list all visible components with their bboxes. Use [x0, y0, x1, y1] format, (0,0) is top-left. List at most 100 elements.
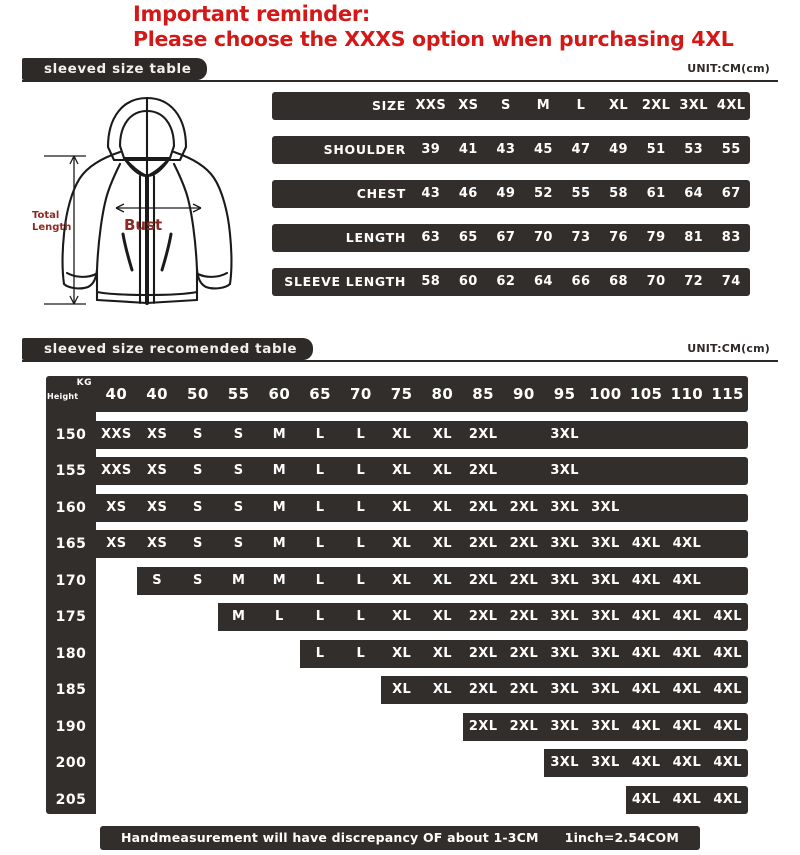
- recommend-size-cell: 3XL: [550, 755, 579, 770]
- size-cell: 72: [684, 274, 704, 289]
- recommend-size-cell: S: [152, 572, 162, 588]
- recommend-size-cell: 4XL: [672, 682, 702, 697]
- recommend-size-cell: L: [356, 609, 366, 624]
- recommend-size-cell: M: [231, 572, 246, 588]
- recommend-size-cell: 2XL: [468, 499, 498, 515]
- size-cell: 67: [496, 230, 516, 245]
- reminder-line-2: Please choose the XXXS option when purch…: [133, 27, 734, 51]
- recommend-size-cell: XS: [147, 536, 168, 551]
- recommend-table-row: S S M M L L XL XL 2XL 2XL 3XL 3XL 4XL 4XL: [136, 566, 748, 595]
- recommend-size-cell: 3XL: [550, 426, 579, 442]
- recommend-table-row: M L L L XL XL 2XL 2XL 3XL 3XL 4XL 4XL 4XL: [218, 603, 748, 631]
- size-cell: 65: [458, 230, 478, 245]
- size-table-row: LENGTH 63 65 67 70 73 76 79 81 83: [272, 224, 750, 252]
- section2-tab-label: sleeved size recomended table: [22, 338, 314, 360]
- section-header-size-table: sleeved size table UNIT:CM(cm): [22, 58, 778, 82]
- row-label: SIZE: [371, 98, 406, 113]
- recommend-size-cell: S: [192, 426, 203, 442]
- size-cell: S: [501, 98, 511, 113]
- recommend-size-cell: XL: [392, 463, 412, 478]
- recommend-size-cell: 3XL: [591, 718, 620, 734]
- weight-header-cell: 105: [629, 385, 663, 403]
- size-cell: 68: [609, 274, 628, 289]
- recommend-size-cell: L: [315, 463, 325, 478]
- height-column: KG Height 150 155 160 165 170 175 180 185 190 200…: [46, 376, 96, 814]
- recommend-size-cell: XL: [432, 609, 452, 624]
- size-cell: 70: [646, 274, 666, 289]
- recommend-size-cell: S: [233, 536, 244, 551]
- recommend-size-cell: M: [272, 536, 287, 551]
- height-label: 175: [55, 609, 87, 625]
- recommend-size-cell: M: [272, 572, 287, 588]
- recommend-size-cell: 4XL: [672, 645, 702, 661]
- section2-rule: [22, 360, 778, 362]
- recommend-size-cell: 4XL: [672, 755, 702, 770]
- height-label: 165: [55, 536, 87, 552]
- recommend-size-cell: S: [192, 463, 203, 478]
- recommend-size-cell: M: [272, 499, 287, 515]
- size-cell: 49: [609, 142, 628, 157]
- recommend-size-cell: M: [272, 426, 287, 442]
- recommend-table-row: 2XL 2XL 3XL 3XL 4XL 4XL 4XL: [462, 712, 748, 741]
- weight-header-cell: 40: [146, 385, 168, 403]
- weight-axis-label: KG: [76, 378, 92, 388]
- weight-header-cell: 70: [350, 385, 372, 403]
- size-cell: 51: [646, 142, 666, 157]
- size-cell: 58: [609, 186, 628, 201]
- recommend-size-cell: 3XL: [550, 645, 579, 661]
- recommend-size-cell: XL: [432, 499, 452, 515]
- recommend-size-cell: 3XL: [550, 463, 579, 478]
- recommend-table-row: 3XL 3XL 4XL 4XL 4XL: [544, 749, 748, 777]
- recommend-table-row: XL XL 2XL 2XL 3XL 3XL 4XL 4XL 4XL: [381, 676, 748, 704]
- recommend-size-cell: L: [315, 426, 325, 442]
- recommend-size-cell: 3XL: [550, 609, 579, 624]
- recommend-size-cell: XS: [147, 499, 168, 515]
- size-cell: 2XL: [641, 98, 671, 113]
- height-label: 155: [55, 463, 87, 479]
- weight-header-cell: 40: [105, 385, 128, 403]
- weight-header-row: 40 40 50 55 60 65 70 75 80 85 90 95 100 105 110 115: [96, 376, 748, 412]
- recommend-size-cell: 3XL: [591, 755, 620, 770]
- size-cell: 81: [684, 230, 704, 245]
- recommend-size-cell: XL: [392, 645, 412, 661]
- recommend-size-cell: L: [315, 609, 325, 624]
- total-length-label: Total: [32, 210, 59, 221]
- recommend-size-cell: M: [231, 609, 246, 624]
- recommend-size-cell: 4XL: [672, 791, 702, 807]
- section-header-recommended-table: sleeved size recomended table UNIT:CM(cm…: [22, 338, 778, 362]
- recommend-size-cell: 4XL: [631, 536, 661, 551]
- size-cell: 61: [646, 186, 666, 201]
- size-cell: L: [576, 98, 586, 113]
- size-cell: 45: [533, 142, 553, 157]
- hooded-zip-jacket-diagram: Total Length Bust: [28, 84, 268, 324]
- weight-header-cell: 80: [431, 385, 454, 403]
- recommend-size-cell: 2XL: [468, 718, 498, 734]
- recommend-size-cell: 2XL: [468, 645, 498, 661]
- size-cell: 39: [421, 142, 441, 157]
- recommend-size-cell: XL: [432, 426, 452, 442]
- total-length-label-2: Length: [32, 222, 71, 233]
- recommend-size-cell: L: [356, 572, 366, 588]
- row-label: LENGTH: [345, 230, 406, 245]
- weight-header-cell: 115: [711, 385, 744, 403]
- size-cell: 64: [533, 274, 553, 289]
- size-cell: 53: [684, 142, 704, 157]
- size-table-row: SLEEVE LENGTH 58 60 62 64 66 68 70 72 74: [272, 268, 750, 296]
- recommend-size-cell: 2XL: [468, 682, 498, 697]
- height-axis-label: Height: [47, 392, 79, 401]
- recommend-size-cell: 3XL: [591, 499, 620, 515]
- size-cell: 60: [458, 274, 478, 289]
- recommend-size-cell: 3XL: [550, 499, 579, 515]
- recommend-size-cell: M: [272, 463, 287, 478]
- size-cell: 55: [721, 142, 741, 157]
- size-cell: 55: [571, 186, 591, 201]
- recommend-table-row: XXS XS S S M L L XL XL 2XL 3XL: [96, 420, 748, 449]
- recommend-size-cell: 4XL: [713, 609, 742, 624]
- recommend-size-cell: XL: [392, 536, 412, 551]
- weight-header-cell: 60: [268, 385, 291, 403]
- recommend-size-cell: 2XL: [468, 536, 498, 551]
- size-cell: 83: [721, 230, 741, 245]
- recommend-size-cell: XL: [432, 682, 452, 697]
- size-cell: 63: [421, 230, 441, 245]
- recommend-size-cell: L: [356, 645, 366, 661]
